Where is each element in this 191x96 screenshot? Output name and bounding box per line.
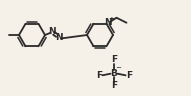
Text: +: + xyxy=(108,16,114,22)
Text: N: N xyxy=(55,33,63,41)
Text: F: F xyxy=(126,72,132,81)
Text: N: N xyxy=(48,27,56,36)
Text: F: F xyxy=(96,72,102,81)
Text: N: N xyxy=(104,18,111,27)
Text: F: F xyxy=(111,55,117,65)
Text: B: B xyxy=(111,69,117,77)
Text: F: F xyxy=(111,82,117,91)
Text: −: − xyxy=(115,65,121,71)
